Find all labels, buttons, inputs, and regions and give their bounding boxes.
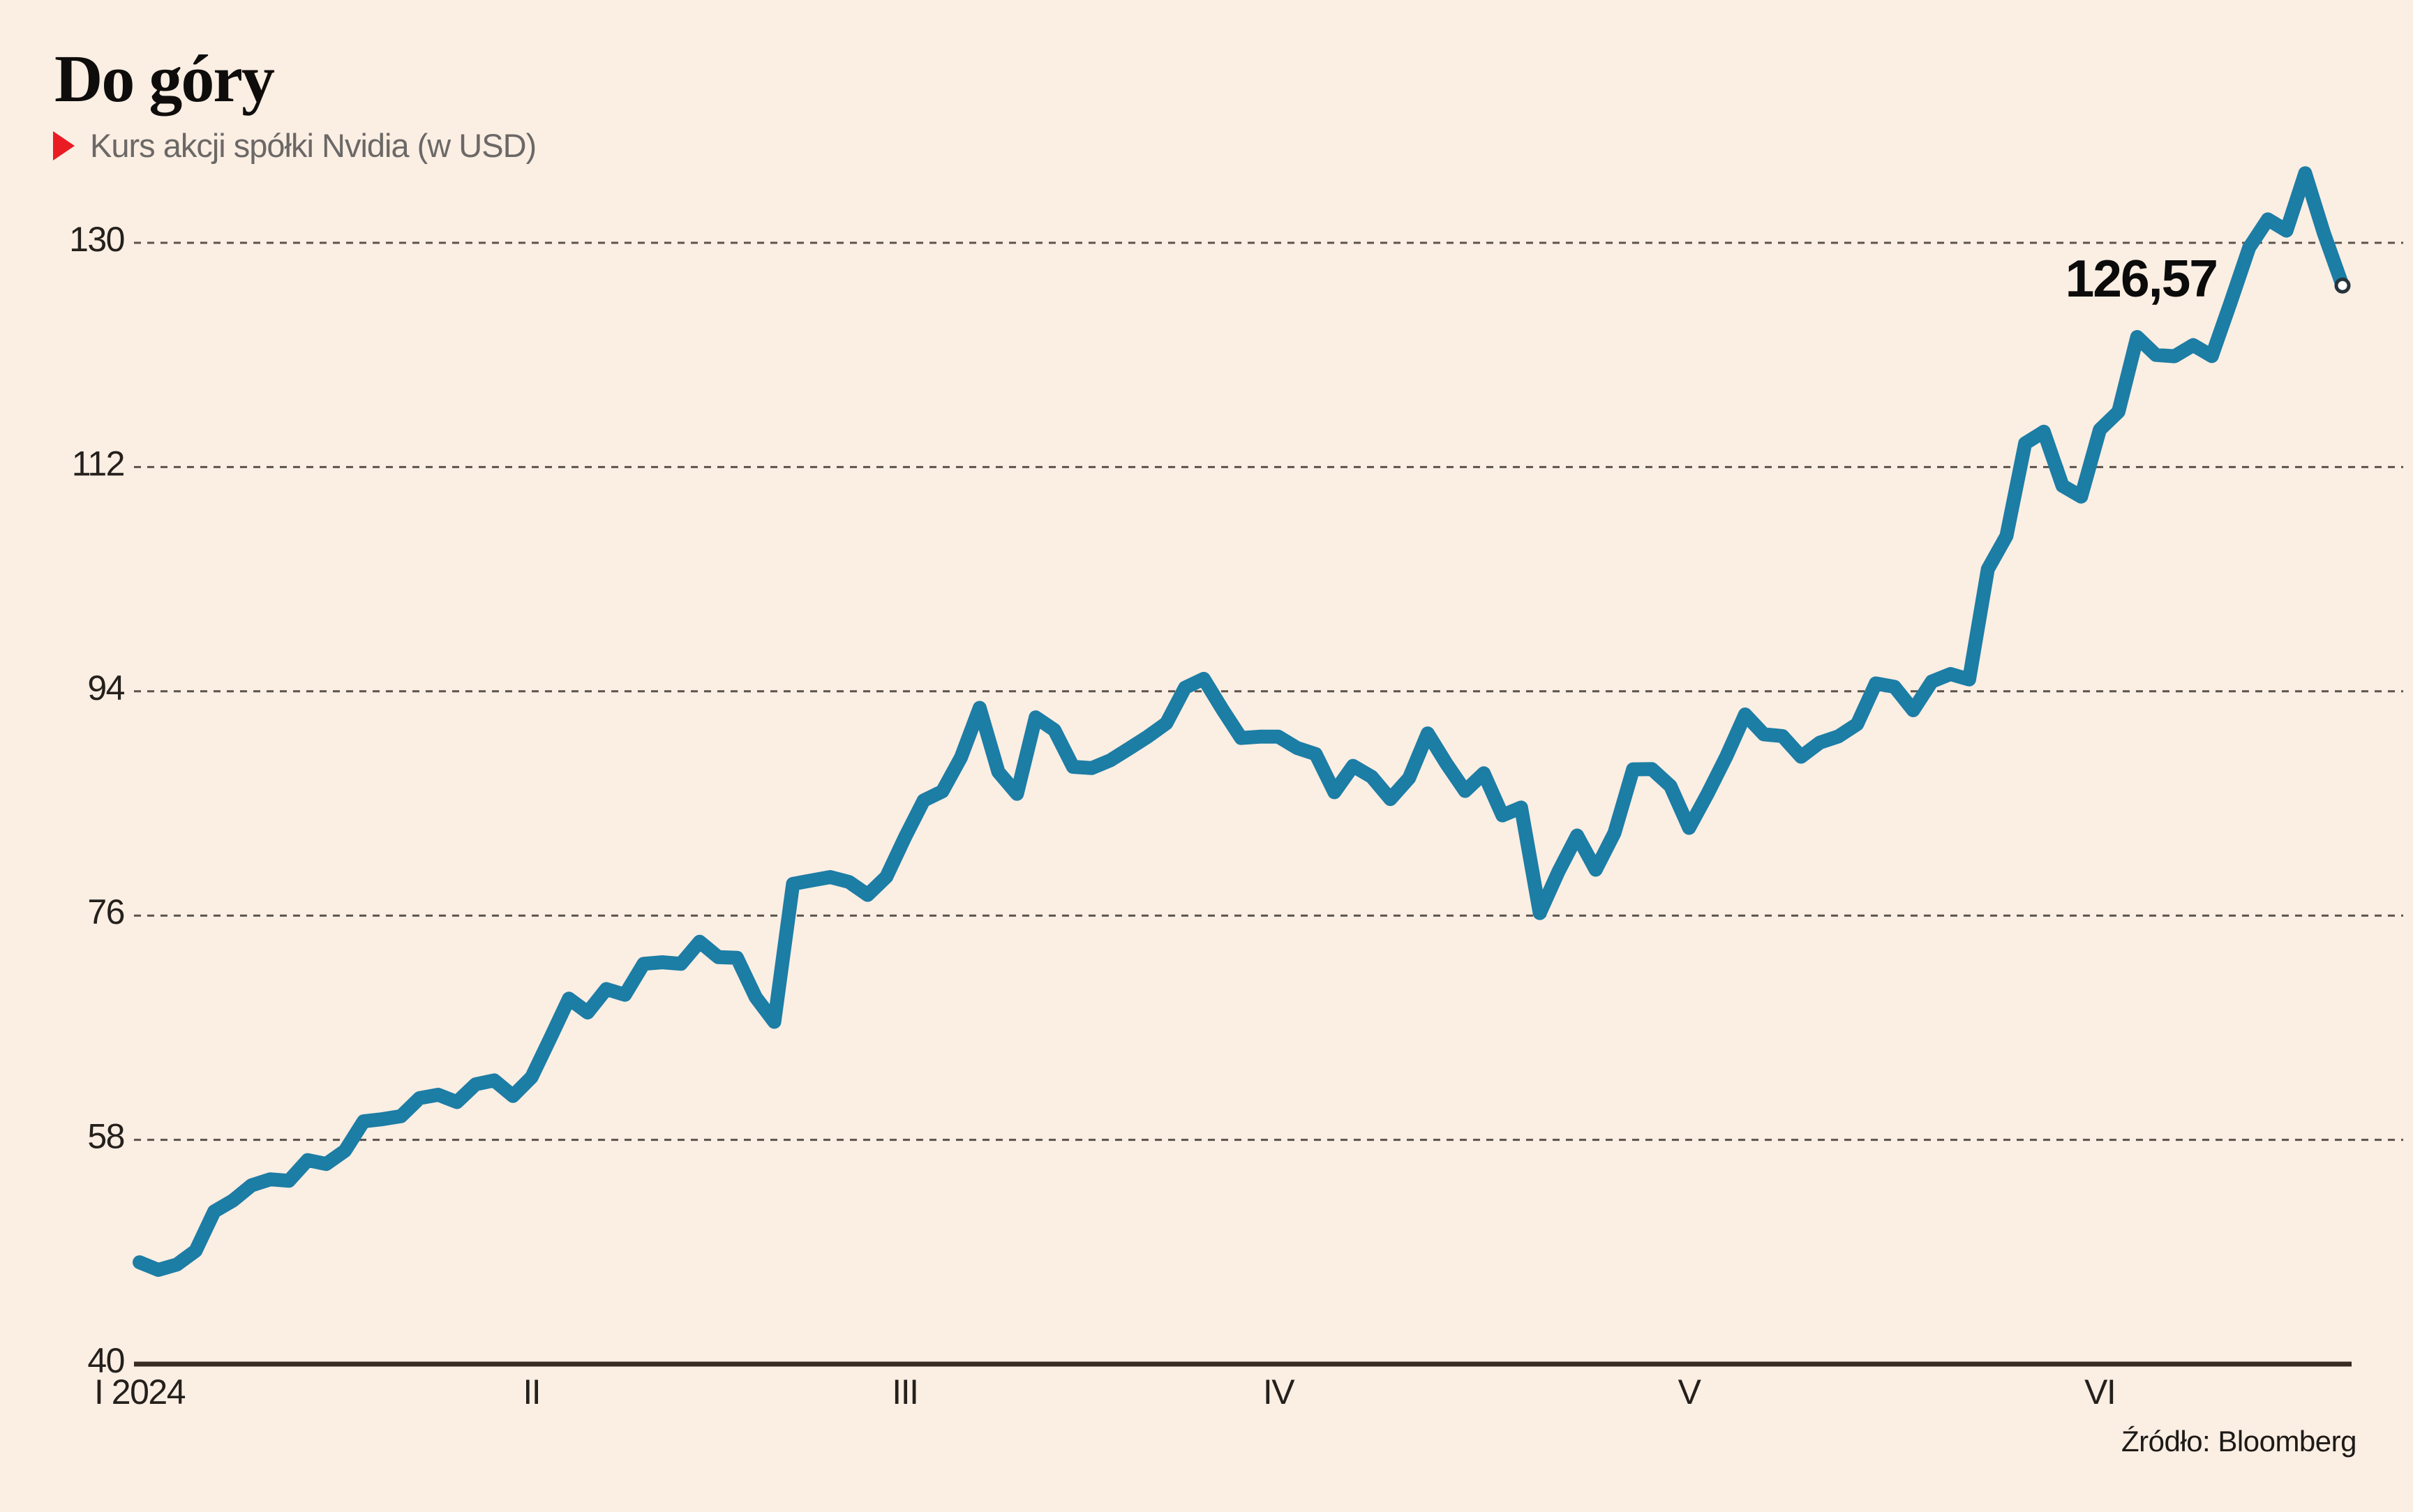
x-tick-label-IV: IV: [1263, 1372, 1295, 1412]
chart-subtitle: Kurs akcji spółki Nvidia (w USD): [90, 127, 537, 164]
x-tick-label-V: V: [1678, 1372, 1702, 1412]
x-tick-label-II: II: [523, 1372, 540, 1412]
last-price-label: 126,57: [2065, 249, 2218, 308]
red-triangle-bullet-icon: [53, 130, 75, 160]
y-tick-label-130: 130: [69, 220, 124, 259]
x-tick-label-III: III: [892, 1372, 918, 1412]
endpoint-marker: [2334, 277, 2351, 294]
y-tick-label-40: 40: [87, 1341, 124, 1380]
x-tick-label-I-2024: I 2024: [94, 1372, 186, 1412]
chart-title: Do góry: [54, 41, 275, 116]
y-tick-label-94: 94: [87, 668, 124, 708]
y-tick-label-58: 58: [87, 1117, 124, 1156]
chart-subtitle-row: Kurs akcji spółki Nvidia (w USD): [53, 126, 537, 165]
y-tick-label-76: 76: [87, 892, 124, 931]
price-line: [133, 166, 2350, 1277]
source-credit: Źródło: Bloomberg: [2121, 1425, 2357, 1458]
x-tick-label-VI: VI: [2084, 1372, 2115, 1412]
y-tick-label-112: 112: [72, 444, 124, 483]
